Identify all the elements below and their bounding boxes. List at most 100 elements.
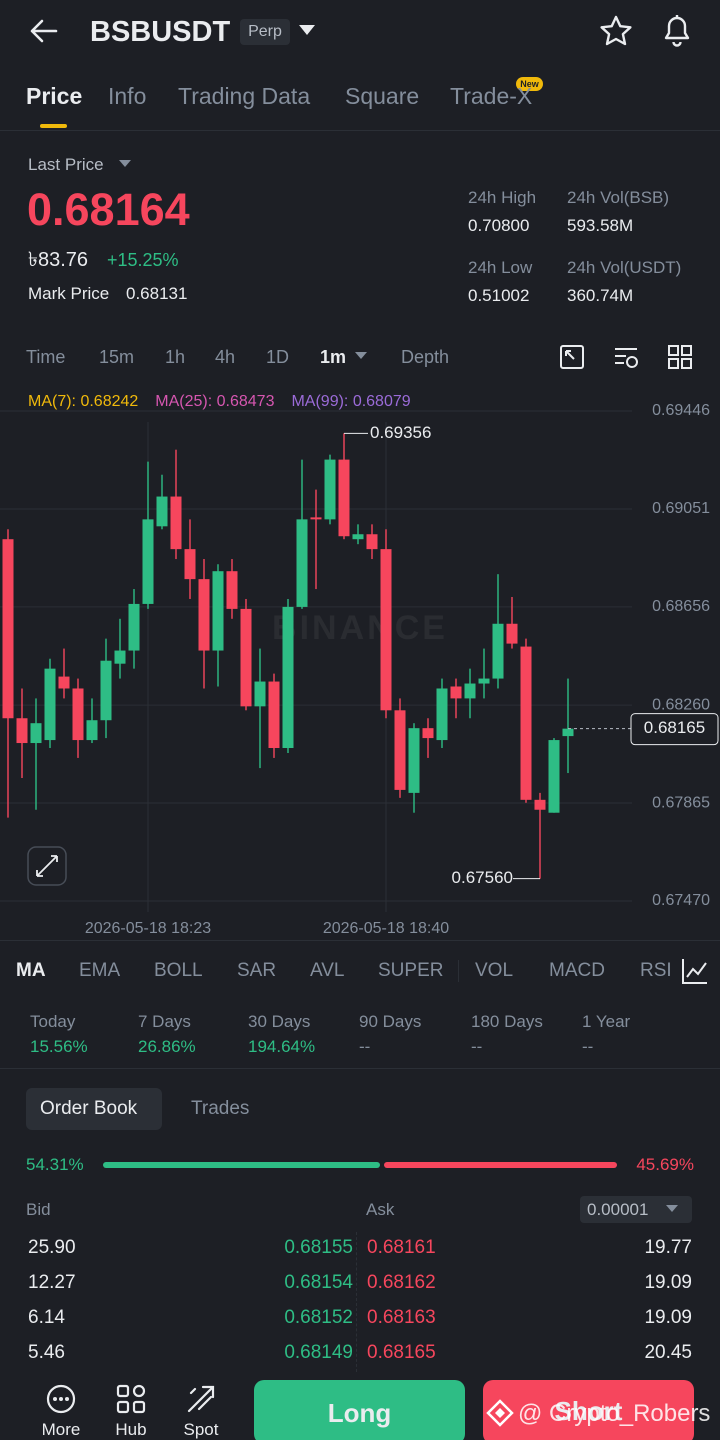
chart-watermark: BINANCE [272,609,448,647]
candle-body [422,728,434,739]
indicator-tab[interactable]: SUPER [378,960,444,981]
candle-body [212,571,224,651]
candle-body [338,459,350,537]
bid-quantity: 5.46 [28,1342,65,1363]
candle-body [380,549,392,711]
bid-quantity: 25.90 [28,1237,76,1258]
tab[interactable]: Info [108,83,147,109]
candle-body [408,728,420,793]
nav-label[interactable]: Spot [183,1420,219,1439]
candlestick-chart: BINANCE 0.69446 0.69051 0.68656 0.68260 0.678… [0,393,719,937]
ask-ratio-bar [383,1162,617,1168]
ask-ratio-label: 45.69% [636,1155,694,1174]
indicator-settings-button[interactable] [680,956,710,986]
ma-legend: MA(99): 0.68079 [291,393,410,410]
ask-header: Ask [366,1200,395,1219]
nav-label[interactable]: More [41,1420,81,1439]
contract-badge: Perp [248,23,282,40]
interval-tab[interactable]: 1D [266,347,290,367]
candle-body [44,668,56,741]
stat-label: 24h Vol(BSB) [567,188,670,207]
layout-button[interactable] [666,343,694,371]
period-label: 30 Days [248,1012,311,1031]
interval-tab[interactable]: 4h [215,347,236,367]
zoom-button[interactable] [27,846,67,886]
ask-quantity: 19.77 [644,1237,692,1258]
candle-body [240,608,252,707]
spot-icon[interactable] [185,1383,217,1415]
favorite-button[interactable] [598,14,634,48]
zoom-icon [36,855,58,877]
indicator-tab[interactable]: RSI [640,960,672,981]
period-label: 7 Days [138,1012,191,1031]
perp-badge-bg [240,19,290,45]
y-tick-label: 0.68260 [652,696,710,713]
tab[interactable]: Square [345,83,420,109]
indicator-tab[interactable]: VOL [475,960,514,981]
symbol: BSBUSDT [90,16,231,48]
indicator-tab[interactable]: SAR [237,960,277,981]
symbol-caret[interactable] [296,22,318,38]
precision-select[interactable]: 0.00001 [587,1200,649,1219]
y-tick-label: 0.69051 [652,500,710,517]
candle-body [128,603,140,651]
bid-price: 0.68152 [284,1307,353,1328]
nav-label[interactable]: Hub [115,1420,147,1439]
candle-body [184,549,196,580]
stat-value: 593.58M [567,216,634,235]
divider [0,1068,720,1069]
fullscreen-button[interactable] [558,343,586,371]
y-tick-label: 0.68656 [652,598,710,615]
indicator-tab[interactable]: MACD [549,960,605,981]
order-book-tab-bg [26,1088,162,1130]
watermark-text: @ Crypto_Robers [518,1400,711,1427]
period-label: 90 Days [359,1012,422,1031]
candle-body [114,650,126,664]
interval-tab[interactable]: Time [26,347,66,367]
stat-value: 360.74M [567,286,634,305]
short-button[interactable] [483,1380,694,1440]
interval-tab[interactable]: 1h [165,347,186,367]
indicator-tab[interactable]: MA [16,960,46,981]
long-button[interactable] [254,1380,465,1440]
interval-tab[interactable]: Depth [401,347,450,367]
bid-price: 0.68155 [284,1237,353,1258]
more-icon[interactable] [45,1383,77,1415]
precision-caret[interactable] [664,1203,680,1215]
order-book-tab[interactable]: Order Book [40,1098,138,1119]
ask-quantity: 19.09 [644,1307,692,1328]
back-button[interactable] [26,16,62,46]
new-badge: New [516,77,543,91]
min-annotation: 0.67560 [452,868,513,887]
indicator-tab[interactable]: EMA [79,960,121,981]
candle-body [16,718,28,744]
long-label[interactable]: Long [327,1398,392,1428]
fiat-price: ৳83.76 [28,249,89,271]
stat-label: 24h Vol(USDT) [567,258,682,277]
chart-settings-button[interactable] [612,343,640,371]
candle-body [254,681,266,707]
candle-body [478,678,490,684]
bid-quantity: 6.14 [28,1307,65,1328]
candle-body [72,688,84,741]
alert-button[interactable] [660,12,694,48]
candle-body [310,517,322,520]
interval-tab[interactable]: 15m [99,347,135,367]
indicator-tab[interactable]: BOLL [154,960,203,981]
interval-caret[interactable] [353,350,369,362]
hub-icon[interactable] [115,1383,147,1415]
indicator-tab[interactable]: AVL [310,960,345,981]
ma-legend: MA(25): 0.68473 [155,393,274,410]
short-label[interactable]: Short [554,1396,623,1426]
tab[interactable]: Trading Data [178,83,311,109]
candle-body [450,686,462,699]
candle-body [156,496,168,527]
tab[interactable]: Price [26,83,83,109]
interval-tab[interactable]: 1m [320,347,347,367]
tab[interactable]: Trade-X [450,83,533,109]
period-label: 1 Year [582,1012,631,1031]
last-price-caret[interactable] [117,158,133,170]
last-price-tag: 0.68165 [644,718,705,737]
trades-tab[interactable]: Trades [191,1098,250,1119]
period-change: 194.64% [248,1037,316,1056]
